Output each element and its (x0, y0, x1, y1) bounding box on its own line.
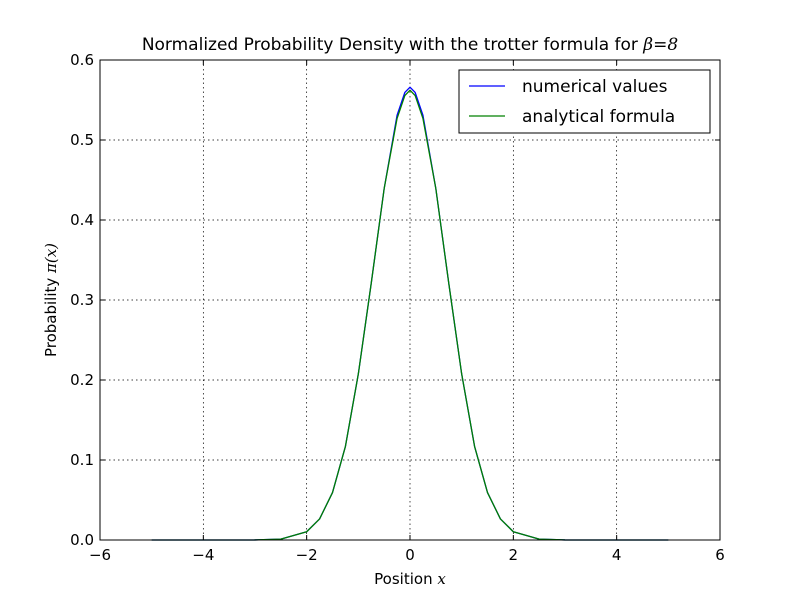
y-tick-label: 0.5 (70, 131, 94, 149)
series-lines (151, 86, 669, 541)
chart-title: Normalized Probability Density with the … (142, 35, 679, 55)
y-tick-label: 0.0 (70, 531, 94, 549)
grid-lines (100, 60, 720, 540)
x-tick-label: 0 (405, 546, 415, 564)
x-tick-label: 2 (509, 546, 519, 564)
x-tick-label: −2 (296, 546, 318, 564)
x-tick-label: −4 (192, 546, 214, 564)
axis-ticks (99, 59, 721, 541)
y-tick-labels: 0.0 0.1 0.2 0.3 0.4 0.5 0.6 (70, 51, 94, 549)
x-tick-label: −6 (89, 546, 111, 564)
legend: numerical values analytical formula (458, 69, 711, 134)
y-tick-label: 0.6 (70, 51, 94, 69)
legend-box (458, 69, 711, 134)
y-tick-label: 0.4 (70, 211, 94, 229)
y-axis-title: Probability π(x) (42, 243, 60, 357)
x-axis-title: Position x (374, 570, 446, 588)
legend-label-analytical: analytical formula (522, 107, 675, 127)
series-line-analytical (151, 89, 669, 541)
y-tick-label: 0.1 (70, 451, 94, 469)
y-tick-label: 0.2 (70, 371, 94, 389)
x-tick-labels: −6 −4 −2 0 2 4 6 (89, 546, 725, 564)
y-tick-label: 0.3 (70, 291, 94, 309)
x-tick-label: 4 (612, 546, 622, 564)
x-tick-label: 6 (715, 546, 725, 564)
legend-label-numerical: numerical values (522, 77, 668, 97)
